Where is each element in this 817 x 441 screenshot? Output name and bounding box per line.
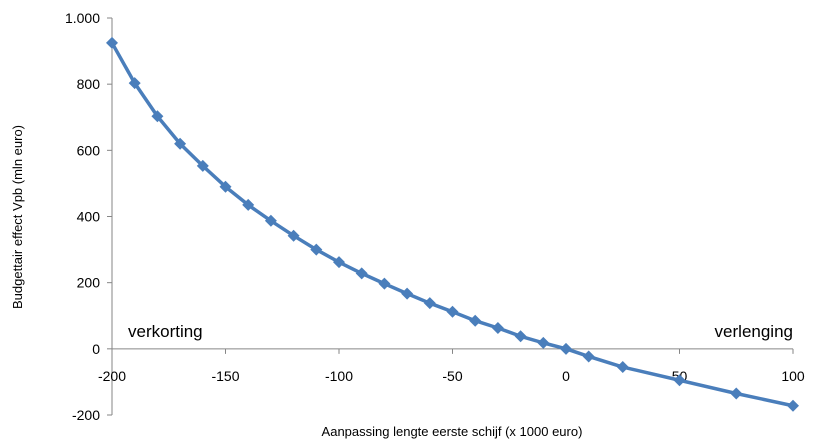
data-point: [333, 256, 345, 269]
data-point: [469, 314, 482, 327]
data-point: [106, 36, 118, 49]
y-tick-label: 600: [77, 142, 101, 158]
data-point: [378, 277, 391, 290]
x-tick-label: -100: [325, 368, 353, 384]
y-tick-label: 800: [77, 76, 101, 92]
data-point: [446, 305, 459, 318]
y-axis-title: Budgettair effect Vpb (mln euro): [10, 125, 25, 309]
data-point: [287, 229, 300, 242]
series-group: [106, 36, 799, 412]
data-point: [537, 336, 550, 349]
data-point: [514, 330, 527, 343]
data-point: [219, 180, 232, 193]
x-tick-label: 0: [562, 368, 570, 384]
y-tick-label: 1.000: [65, 10, 100, 26]
data-point: [560, 342, 572, 355]
y-tick-label: 200: [77, 275, 101, 291]
data-point: [401, 287, 414, 300]
annotation-left: verkorting: [128, 322, 203, 341]
y-tick-labels: -200 0 200 400 600 800 1.000: [65, 10, 100, 423]
data-point: [582, 350, 595, 363]
y-tick-label: 400: [77, 209, 101, 225]
y-tick-label: 0: [92, 341, 100, 357]
data-point: [491, 321, 504, 334]
data-point: [616, 361, 629, 374]
y-axis: [107, 17, 113, 416]
data-point: [196, 159, 209, 172]
data-point: [355, 267, 368, 280]
annotation-right: verlenging: [715, 322, 793, 341]
data-point: [310, 243, 323, 256]
x-tick-label: -50: [442, 368, 462, 384]
x-axis: [111, 348, 794, 354]
data-point: [151, 110, 164, 123]
x-tick-label: -200: [98, 368, 126, 384]
data-point: [174, 137, 187, 150]
x-axis-title: Aanpassing lengte eerste schijf (x 1000 …: [322, 424, 583, 439]
data-point: [673, 374, 686, 387]
data-point: [264, 214, 277, 227]
data-point: [423, 297, 436, 310]
x-tick-labels: -200-150-100-50050100: [98, 368, 805, 384]
data-point: [787, 399, 799, 412]
data-point: [730, 387, 743, 400]
x-tick-label: -150: [211, 368, 239, 384]
annotations: verkorting verlenging: [128, 322, 793, 341]
y-tick-label: -200: [72, 407, 100, 423]
data-point: [128, 77, 141, 90]
x-tick-label: 100: [781, 368, 805, 384]
data-point: [242, 198, 255, 211]
